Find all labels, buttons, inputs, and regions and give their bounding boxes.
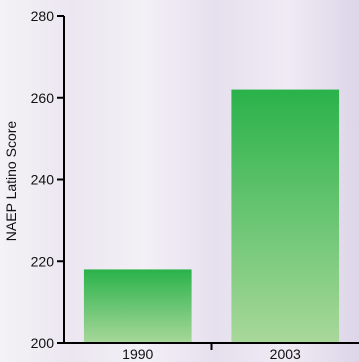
y-tick-label: 260 — [31, 90, 55, 106]
x-tick-label: 1990 — [122, 346, 153, 362]
y-tick-label: 200 — [31, 335, 55, 351]
x-axis-ticks: 1990 2003 — [122, 343, 301, 362]
x-tick-label: 2003 — [270, 346, 301, 362]
y-axis-title: NAEP Latino Score — [3, 121, 19, 242]
bar-1990 — [83, 269, 192, 343]
bars-group — [83, 89, 340, 343]
bar-2003 — [231, 89, 340, 343]
y-tick-label: 240 — [31, 172, 55, 188]
y-tick-label: 220 — [31, 253, 55, 269]
y-axis-ticks: 200 220 240 260 280 — [31, 8, 64, 351]
y-tick-label: 280 — [31, 8, 55, 24]
